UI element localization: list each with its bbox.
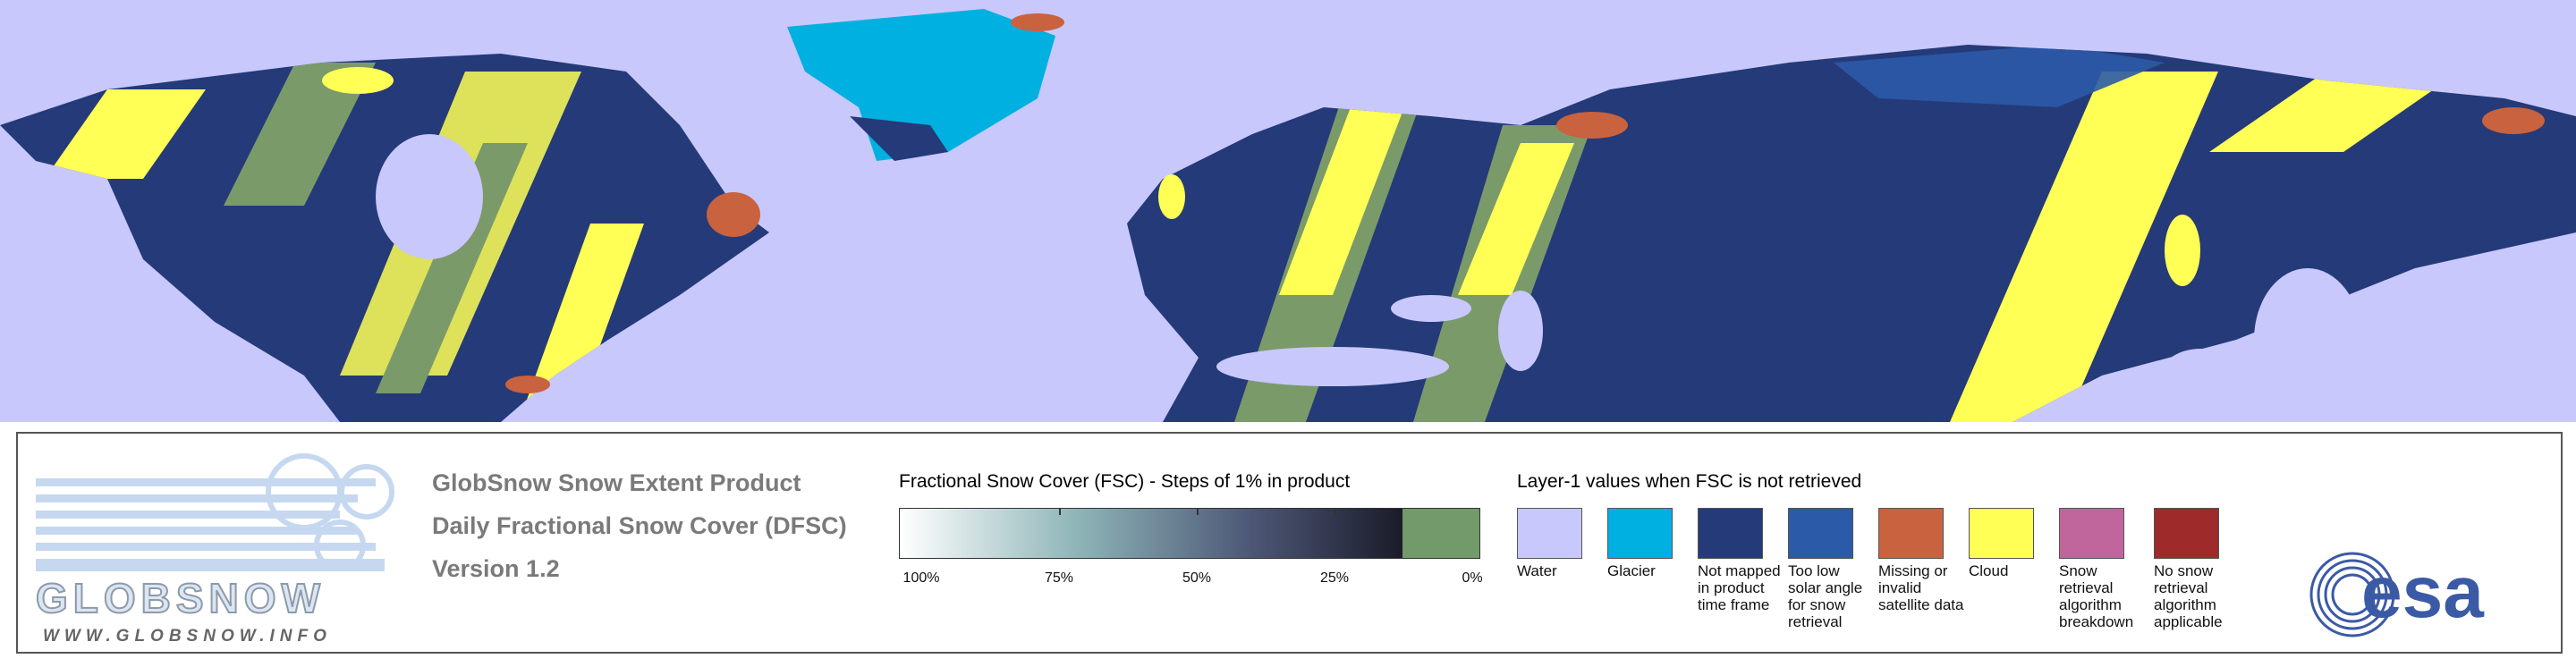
swatch-label: Too low solar angle for snow retrieval — [1788, 562, 1863, 630]
missing-data — [505, 13, 2545, 393]
swatch — [1607, 508, 1673, 559]
title: GlobSnow Snow Extent Product — [432, 469, 801, 496]
fsc-tick-label: 75% — [1044, 570, 1074, 586]
layer1-title: Layer-1 values when FSC is not retrieved — [1517, 471, 1862, 492]
land — [850, 116, 948, 161]
globsnow-logo: GLOBSNOW WWW.GLOBSNOW.INFO — [36, 453, 394, 646]
greenland — [787, 9, 1055, 161]
snow-map — [0, 0, 2576, 422]
swatch — [1969, 508, 2034, 559]
swatch-label: Missing or invalid satellite data — [1878, 562, 1964, 613]
logo-url: WWW.GLOBSNOW.INFO — [43, 627, 332, 646]
esa-logo: esa — [2309, 552, 2485, 637]
logo-name: GLOBSNOW — [36, 575, 326, 621]
fsc-tick-label: 50% — [1182, 570, 1212, 586]
swaths — [45, 45, 2460, 422]
esa-text: esa — [2361, 552, 2485, 633]
swatch-label: Water — [1517, 562, 1557, 579]
swatch — [2059, 508, 2124, 559]
fsc-tick-label: 100% — [902, 570, 940, 586]
fsc-tick-mark — [1059, 508, 1061, 515]
subtitle: Daily Fractional Snow Cover (DFSC) — [432, 512, 847, 539]
swatch-label: Snow retrieval algorithm breakdown — [2059, 562, 2134, 630]
swatch — [2154, 508, 2219, 559]
fsc-tick-label: 25% — [1319, 570, 1350, 586]
fsc-tick-label: 0% — [1462, 570, 1483, 586]
swatch — [1788, 508, 1853, 559]
swatch — [1878, 508, 1944, 559]
swatch-label: Cloud — [1969, 562, 2009, 579]
swatch — [1517, 508, 1582, 559]
swatch-label: Glacier — [1607, 562, 1656, 579]
version: Version 1.2 — [432, 555, 560, 582]
inland-water — [376, 134, 2361, 420]
fsc-title: Fractional Snow Cover (FSC) - Steps of 1… — [899, 471, 1351, 492]
swatch — [1698, 508, 1763, 559]
swatch-label: Not mapped in product time frame — [1698, 562, 1781, 613]
fsc-tick-mark — [1197, 508, 1199, 515]
legend-panel: GLOBSNOW WWW.GLOBSNOW.INFO GlobSnow Snow… — [16, 432, 2563, 654]
fsc-tick-mark — [1335, 508, 1336, 515]
cloud — [322, 67, 2200, 286]
fsc-bar — [899, 508, 1480, 559]
swatch-label: No snow retrieval algorithm applicable — [2154, 562, 2223, 630]
